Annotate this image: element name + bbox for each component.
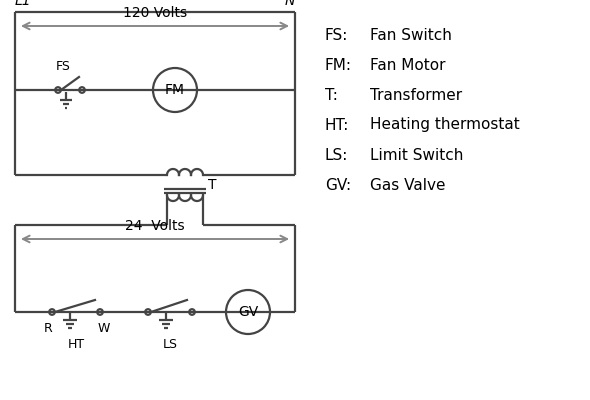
Text: HT:: HT: [325,118,349,132]
Text: 120 Volts: 120 Volts [123,6,187,20]
Text: T: T [208,178,217,192]
Text: Fan Switch: Fan Switch [370,28,452,42]
Text: Gas Valve: Gas Valve [370,178,445,192]
Text: L1: L1 [15,0,32,8]
Text: FM:: FM: [325,58,352,72]
Text: Transformer: Transformer [370,88,462,102]
Text: FM: FM [165,83,185,97]
Text: Fan Motor: Fan Motor [370,58,445,72]
Text: R: R [44,322,53,335]
Text: FS:: FS: [325,28,348,42]
Text: LS: LS [162,338,178,351]
Text: 24  Volts: 24 Volts [125,219,185,233]
Text: N: N [284,0,295,8]
Text: W: W [98,322,110,335]
Text: LS:: LS: [325,148,348,162]
Text: FS: FS [56,60,71,73]
Text: T:: T: [325,88,338,102]
Text: HT: HT [67,338,84,351]
Text: Heating thermostat: Heating thermostat [370,118,520,132]
Text: Limit Switch: Limit Switch [370,148,463,162]
Text: GV: GV [238,305,258,319]
Text: GV:: GV: [325,178,351,192]
